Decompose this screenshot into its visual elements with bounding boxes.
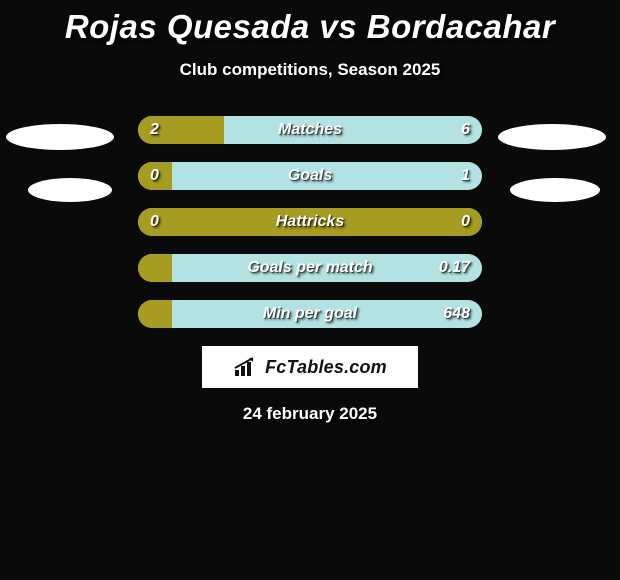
comparison-infographic: Rojas Quesada vs Bordacahar Club competi… <box>0 0 620 580</box>
page-title: Rojas Quesada vs Bordacahar <box>0 8 620 46</box>
source-badge-text: FcTables.com <box>265 357 387 378</box>
stat-metric-label: Hattricks <box>138 208 482 236</box>
subtitle: Club competitions, Season 2025 <box>0 60 620 80</box>
stat-metric-label: Min per goal <box>138 300 482 328</box>
stat-right-value: 648 <box>443 300 470 328</box>
stat-row: Min per goal648 <box>0 300 620 328</box>
stat-row: 0Goals1 <box>0 162 620 190</box>
stat-right-value: 1 <box>461 162 470 190</box>
bar-chart-arrow-icon <box>233 356 259 378</box>
date-text: 24 february 2025 <box>0 404 620 424</box>
source-badge: FcTables.com <box>202 346 418 388</box>
stat-right-value: 0.17 <box>439 254 470 282</box>
stat-row: Goals per match0.17 <box>0 254 620 282</box>
stat-metric-label: Matches <box>138 116 482 144</box>
stat-metric-label: Goals <box>138 162 482 190</box>
stat-metric-label: Goals per match <box>138 254 482 282</box>
stat-right-value: 0 <box>461 208 470 236</box>
stat-row: 2Matches6 <box>0 116 620 144</box>
stat-right-value: 6 <box>461 116 470 144</box>
stat-row: 0Hattricks0 <box>0 208 620 236</box>
